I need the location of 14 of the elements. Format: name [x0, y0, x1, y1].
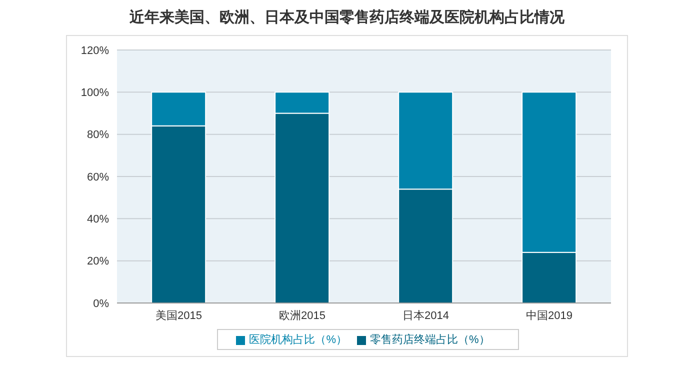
y-tick-label: 20% — [86, 256, 110, 268]
chart-title: 近年来美国、欧洲、日本及中国零售药店终端及医院机构占比情况 — [128, 8, 566, 27]
x-tick-label: 美国2015 — [156, 308, 202, 322]
y-tick-label: 40% — [86, 214, 110, 226]
x-tick-label: 日本2014 — [402, 308, 449, 322]
y-tick-label: 0% — [93, 298, 110, 310]
legend-label: 零售药店终端占比（%） — [370, 334, 490, 346]
x-tick-label: 欧洲2015 — [279, 308, 326, 322]
legend-label: 医院机构占比（%） — [249, 334, 347, 346]
y-tick-label: 120% — [80, 44, 110, 57]
y-tick-label: 80% — [86, 129, 110, 142]
y-tick-label: 100% — [80, 87, 110, 100]
y-tick-label: 60% — [86, 171, 110, 184]
x-tick-label: 中国2019 — [526, 308, 572, 322]
